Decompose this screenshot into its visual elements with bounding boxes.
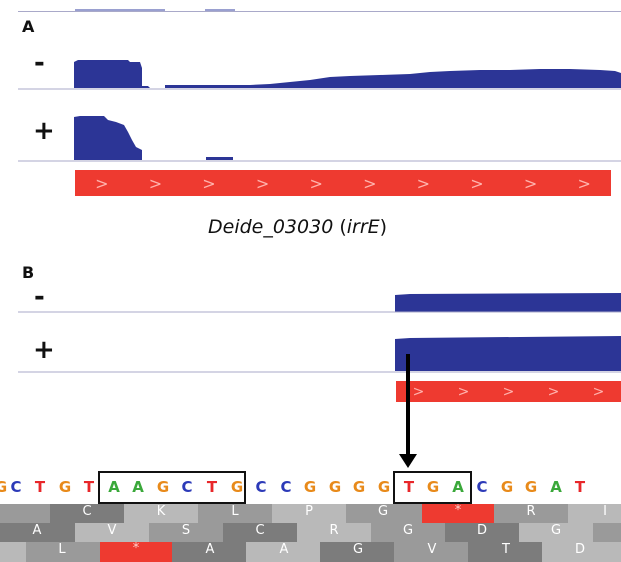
amino-acid-label: A xyxy=(205,542,215,557)
plus-strand-coverage-area xyxy=(74,116,142,160)
base: A xyxy=(452,478,464,496)
base: C xyxy=(10,478,22,496)
amino-acid-label: G xyxy=(402,523,414,538)
gene-direction-arrow: > xyxy=(412,383,425,400)
base: G xyxy=(500,478,514,496)
panel-a-label: A xyxy=(22,17,35,36)
amino-acid-label: * xyxy=(132,541,140,556)
base: G xyxy=(524,478,538,496)
base: G xyxy=(58,478,72,496)
top-track-divider xyxy=(18,11,621,12)
base: G xyxy=(328,478,342,496)
gene-direction-arrow: > xyxy=(457,383,470,400)
panel-b-minus-strand-label: - xyxy=(34,282,45,312)
gene-direction-arrow: > xyxy=(309,173,323,193)
stop-codon-frame3 xyxy=(100,542,172,562)
gene-caption-open-paren: ( xyxy=(333,216,347,238)
panel-b-coverage-tracks xyxy=(18,293,621,468)
tss-arrow-head xyxy=(399,454,417,468)
amino-acid-label: G xyxy=(377,504,389,519)
panel-b-label: B xyxy=(22,263,35,282)
base: G xyxy=(303,478,317,496)
amino-acid-label: G xyxy=(352,542,364,557)
top-track-coverage-fragment xyxy=(75,9,165,11)
plus-strand-coverage-area xyxy=(395,336,621,371)
minus-strand-coverage-area xyxy=(395,293,621,312)
amino-acid-label: K xyxy=(156,504,166,519)
base: G xyxy=(377,478,391,496)
base: T xyxy=(574,478,586,496)
amino-acid-label: V xyxy=(427,542,437,557)
base: G xyxy=(352,478,366,496)
amino-acid-label: S xyxy=(181,523,191,538)
panel-a-coverage-tracks xyxy=(18,60,621,196)
amino-acid-label: D xyxy=(476,523,487,538)
amino-acid-label: L xyxy=(58,542,66,557)
motif-box-gtg xyxy=(393,471,472,504)
amino-acid-label: A xyxy=(279,542,289,557)
panel-b-gene-arrows: > > > > > xyxy=(396,381,621,402)
base: A xyxy=(132,478,144,496)
stop-codon-frame1 xyxy=(422,504,494,523)
amino-acid-label: L xyxy=(231,504,239,519)
minus-strand-coverage-area xyxy=(74,60,150,88)
base: C xyxy=(476,478,488,496)
amino-acid-label: P xyxy=(305,504,313,519)
gene-direction-arrow: > xyxy=(502,383,515,400)
gene-direction-arrow: > xyxy=(416,173,431,193)
panel-a-minus-strand-label: - xyxy=(34,48,45,78)
gene-alias: irrE xyxy=(346,216,380,238)
amino-acid-label: V xyxy=(107,523,117,538)
amino-acid-label: C xyxy=(82,504,92,519)
gene-direction-arrow: > xyxy=(148,173,163,193)
panel-b-gene-feature xyxy=(396,381,621,402)
amino-acid-label: G xyxy=(550,523,562,538)
amino-acid-label: * xyxy=(454,503,462,518)
panel-b-plus-strand-label: + xyxy=(33,335,55,365)
base: C xyxy=(181,478,193,496)
panel-a-plus-strand-label: + xyxy=(33,116,55,146)
motif-box-taagct xyxy=(98,471,246,504)
base: T xyxy=(403,478,415,496)
gene-direction-arrow: > xyxy=(547,383,560,400)
top-track-coverage-fragment xyxy=(205,9,235,11)
amino-acid-label: R xyxy=(329,523,339,538)
partial-base-glyph: G xyxy=(0,478,8,496)
plus-strand-coverage-area xyxy=(206,157,233,160)
gene-direction-arrow: > xyxy=(95,173,109,193)
amino-acid-label: D xyxy=(574,542,585,557)
panel-a-gene-arrows: > > > > > > > > > > xyxy=(75,170,611,196)
amino-acid-label: T xyxy=(502,542,510,557)
amino-acid-label: A xyxy=(32,523,42,538)
gene-direction-arrow: > xyxy=(523,173,538,193)
amino-acid-label: R xyxy=(526,504,536,519)
gene-caption: Deide_03030 (irrE) xyxy=(208,216,387,238)
gene-name: Deide_03030 xyxy=(208,216,334,238)
base: G xyxy=(230,478,244,496)
amino-acid-label: C xyxy=(255,523,265,538)
gene-direction-arrow: > xyxy=(255,173,270,193)
gene-direction-arrow: > xyxy=(577,173,591,193)
base: T xyxy=(206,478,218,496)
base: G xyxy=(426,478,440,496)
base: T xyxy=(34,478,46,496)
amino-acid-label: I xyxy=(603,504,607,519)
base: A xyxy=(550,478,562,496)
gene-direction-arrow: > xyxy=(202,173,216,193)
base: T xyxy=(83,478,95,496)
base: G xyxy=(156,478,170,496)
base: C xyxy=(280,478,292,496)
gene-caption-close-paren: ) xyxy=(379,216,388,238)
gene-direction-arrow: > xyxy=(592,383,605,400)
panel-a-gene-feature xyxy=(75,170,611,196)
base: A xyxy=(108,478,120,496)
gene-direction-arrow: > xyxy=(470,173,484,193)
gene-direction-arrow: > xyxy=(363,173,377,193)
base: C xyxy=(255,478,267,496)
translation-frames xyxy=(0,504,621,562)
minus-strand-coverage-area xyxy=(165,69,621,88)
